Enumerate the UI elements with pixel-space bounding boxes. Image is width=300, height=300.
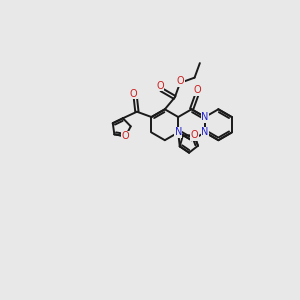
Text: N: N <box>175 128 182 137</box>
Text: N: N <box>201 128 209 137</box>
Text: O: O <box>194 85 201 95</box>
Text: O: O <box>190 130 198 140</box>
Text: O: O <box>156 81 164 91</box>
Text: O: O <box>122 131 129 141</box>
Text: O: O <box>130 89 137 99</box>
Text: O: O <box>177 76 184 86</box>
Text: N: N <box>201 112 209 122</box>
